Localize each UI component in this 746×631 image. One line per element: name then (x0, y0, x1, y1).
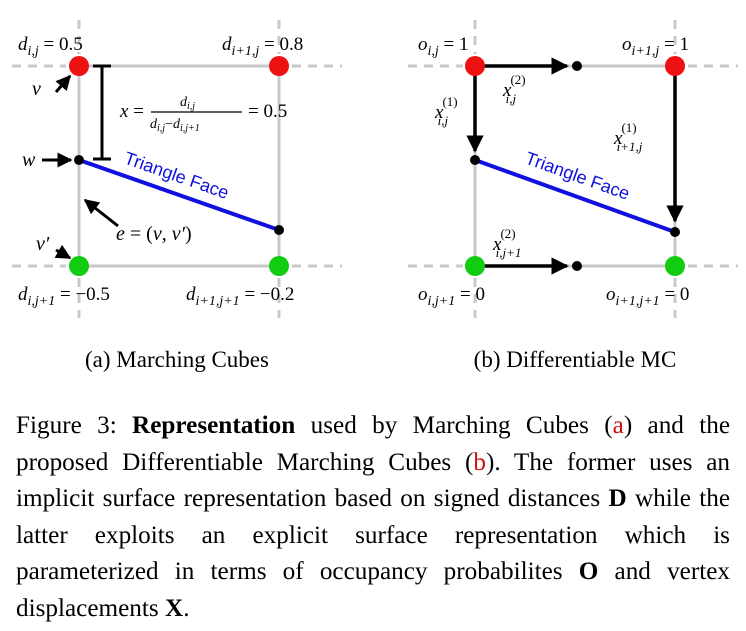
label-o-ij: oi,j = 1 (418, 34, 469, 59)
panel-a: di,j = 0.5 di+1,j = 0.8 v w v′ x = di,j … (12, 20, 342, 372)
label-x1-i1j: x(1) i+1,j (613, 120, 643, 154)
grid-dashes-a (12, 20, 342, 318)
label-v: v (32, 78, 41, 100)
edge-pointer-arrow (83, 198, 119, 228)
label-x-value: = 0.5 (248, 101, 287, 122)
label-o-ij1: oi,j+1 = 0 (418, 284, 485, 309)
label-x-numerator: di,j (180, 95, 195, 112)
vertex-right-a (274, 225, 284, 235)
cell-square-a (77, 64, 281, 268)
label-edge: e = (v, v′) (116, 223, 192, 245)
corner-bottom-right-negative (269, 256, 289, 276)
label-d-i1j1: di+1,j+1 = −0.2 (186, 284, 294, 309)
panel-b: oi,j = 1 oi+1,j = 1 x(2) i,j x(1) i,j x(1)… (408, 20, 738, 372)
corner-v-prime-negative (69, 256, 89, 276)
caption-label: Figure 3: (16, 412, 117, 439)
panel-b-caption: (b) Differentiable MC (474, 347, 677, 372)
label-x1-ij: x(1) i,j (434, 94, 458, 128)
v-pointer-arrow (54, 74, 72, 93)
ref-panel-a[interactable]: a (612, 412, 624, 439)
grid-dashes-b (408, 20, 738, 318)
label-v-prime: v′ (36, 233, 50, 255)
label-o-i1j1: oi+1,j+1 = 0 (606, 284, 689, 309)
symbol-x: X (165, 594, 184, 622)
vertex-w (74, 155, 84, 165)
corner-top-right-positive (269, 56, 289, 76)
vertex-left-b (470, 155, 480, 165)
corner-ij-occupied (465, 56, 485, 76)
label-x-formula: x = (119, 101, 144, 122)
label-w: w (22, 149, 36, 171)
symbol-d: D (608, 485, 627, 512)
vertex-top-b (572, 61, 582, 71)
label-x2-ij1: x(2) i,j+1 (492, 226, 521, 260)
vertex-bottom-b (572, 261, 582, 271)
label-x-denominator: di,j−di,j+1 (150, 117, 200, 134)
corner-i1j-occupied (665, 56, 685, 76)
interval-bracket (93, 64, 111, 161)
label-x2-ij: x(2) i,j (502, 72, 526, 106)
corner-ij1-empty (465, 256, 485, 276)
label-o-i1j: oi+1,j = 1 (622, 34, 689, 59)
corner-i1j1-empty (665, 256, 685, 276)
triangle-face-edge-b (474, 158, 676, 234)
corner-v-positive (69, 56, 89, 76)
vertex-right-b (670, 227, 680, 237)
label-d-ij1: di,j+1 = −0.5 (18, 284, 110, 309)
label-d-i1j: di+1,j = 0.8 (222, 34, 303, 59)
figure-diagram: di,j = 0.5 di+1,j = 0.8 v w v′ x = di,j … (12, 20, 738, 372)
v-prime-pointer-arrow (54, 244, 72, 260)
panel-a-caption: (a) Marching Cubes (85, 347, 269, 372)
triangle-face-edge-a (78, 158, 280, 232)
ref-panel-b[interactable]: b (473, 448, 486, 476)
figure-caption: Figure 3: Representation used by Marchin… (16, 412, 731, 622)
label-d-ij: di,j = 0.5 (18, 34, 83, 59)
symbol-o: O (578, 558, 599, 585)
caption-bold-term: Representation (132, 412, 296, 439)
